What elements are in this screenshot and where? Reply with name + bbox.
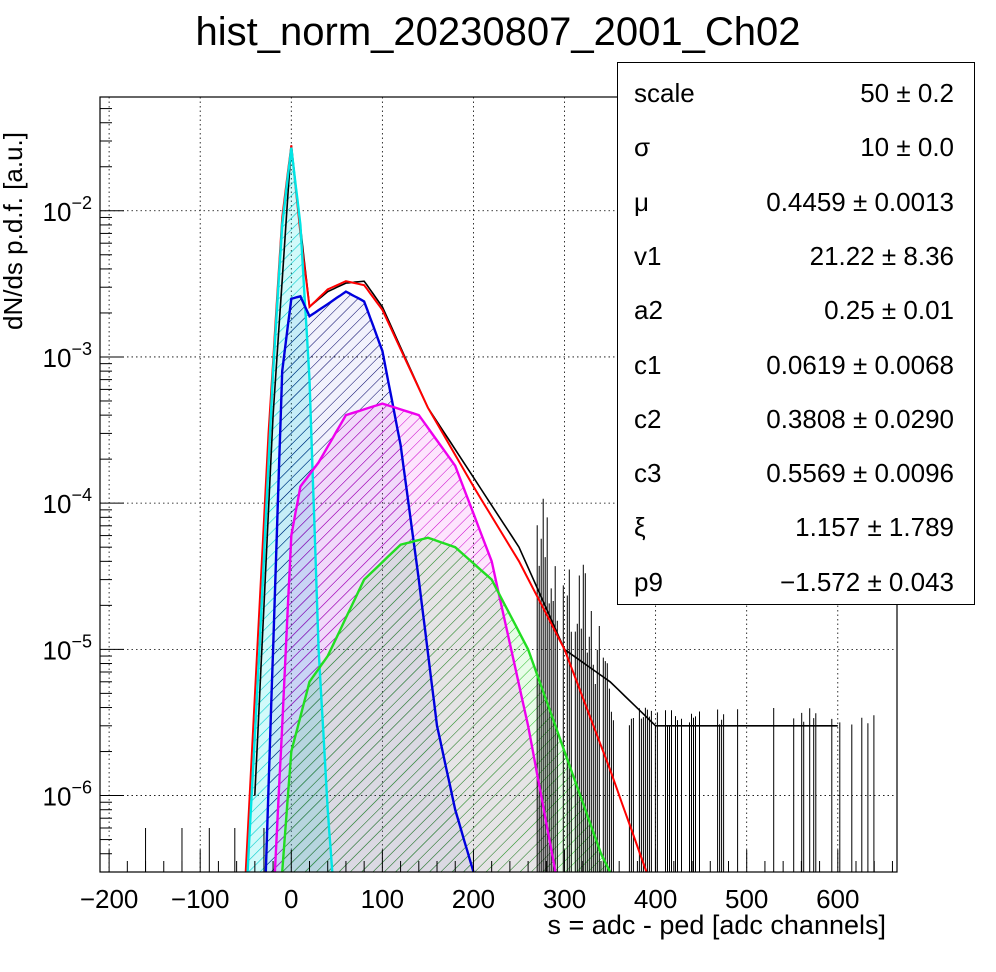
fit-curve-5 <box>281 536 612 872</box>
stat-row: p9 −1.572 ± 0.043 <box>618 562 974 602</box>
fit-stats-box: scale 50 ± 0.2 σ 10 ± 0.0 μ 0.4459 ± 0.0013 v1… <box>617 62 975 605</box>
x-axis-label: s = adc - ped [adc channels] <box>547 910 886 940</box>
stat-value: 0.0619 ± 0.0068 <box>766 349 954 380</box>
x-tick-label: 200 <box>452 884 495 914</box>
stat-name: a2 <box>634 295 663 326</box>
stat-value: 10 ± 0.0 <box>860 132 954 163</box>
stat-name: v1 <box>634 240 662 271</box>
chart-title: hist_norm_20230807_2001_Ch02 <box>195 10 801 54</box>
stat-value: 1.157 ± 1.789 <box>795 512 954 543</box>
stat-value: 0.5569 ± 0.0096 <box>766 458 954 489</box>
stat-name: c3 <box>634 458 662 489</box>
y-tick-label: 10−6 <box>43 778 92 812</box>
y-tick-label: 10−3 <box>43 339 92 373</box>
stat-row: c1 0.0619 ± 0.0068 <box>618 345 974 385</box>
stat-value: 0.3808 ± 0.0290 <box>766 403 954 434</box>
stat-row: μ 0.4459 ± 0.0013 <box>618 182 974 222</box>
stat-name: σ <box>634 132 651 163</box>
stat-name: ξ <box>634 512 646 543</box>
x-tick-label: 400 <box>634 884 677 914</box>
y-tick-label: 10−2 <box>43 193 92 227</box>
stat-name: μ <box>634 186 649 217</box>
stat-row: c3 0.5569 ± 0.0096 <box>618 453 974 493</box>
x-tick-label: 600 <box>816 884 859 914</box>
y-axis-label: dN/ds p.d.f. [a.u.] <box>0 132 28 330</box>
stat-value: 21.22 ± 8.36 <box>809 240 954 271</box>
component-hatch <box>282 537 611 872</box>
x-tick-label: 100 <box>361 884 404 914</box>
stat-value: −1.572 ± 0.043 <box>779 566 954 597</box>
stat-value: 0.25 ± 0.01 <box>824 295 954 326</box>
stat-name: scale <box>634 78 695 108</box>
stat-row: a2 0.25 ± 0.01 <box>618 290 974 330</box>
fit-curves <box>244 145 648 872</box>
x-tick-label: 0 <box>284 884 298 914</box>
stat-row: v1 21.22 ± 8.36 <box>618 236 974 276</box>
x-tick-label: 300 <box>543 884 586 914</box>
x-tick-label: −100 <box>171 884 230 914</box>
x-tick-label: −200 <box>80 884 139 914</box>
stat-name: c1 <box>634 349 662 380</box>
fit-curve-2 <box>246 147 334 872</box>
stat-name: c2 <box>634 403 662 434</box>
y-tick-label: 10−5 <box>43 631 92 665</box>
fit-components <box>247 147 611 872</box>
fit-curve-3 <box>264 290 475 872</box>
stat-row: ξ 1.157 ± 1.789 <box>618 507 974 547</box>
stat-value: 0.4459 ± 0.0013 <box>766 186 954 217</box>
y-tick-label: 10−4 <box>43 485 92 519</box>
stat-row: σ 10 ± 0.0 <box>618 127 974 167</box>
x-tick-label: 500 <box>725 884 768 914</box>
stat-row: scale 50 ± 0.2 <box>618 73 974 113</box>
stat-value: 50 ± 0.2 <box>860 78 954 108</box>
stat-name: p9 <box>634 566 663 597</box>
axis-ticks: −200 −100 0 100 200 300 400 500 600 10−2 10−3 10−4 1… <box>43 96 893 914</box>
stat-row: c2 0.3808 ± 0.0290 <box>618 399 974 439</box>
